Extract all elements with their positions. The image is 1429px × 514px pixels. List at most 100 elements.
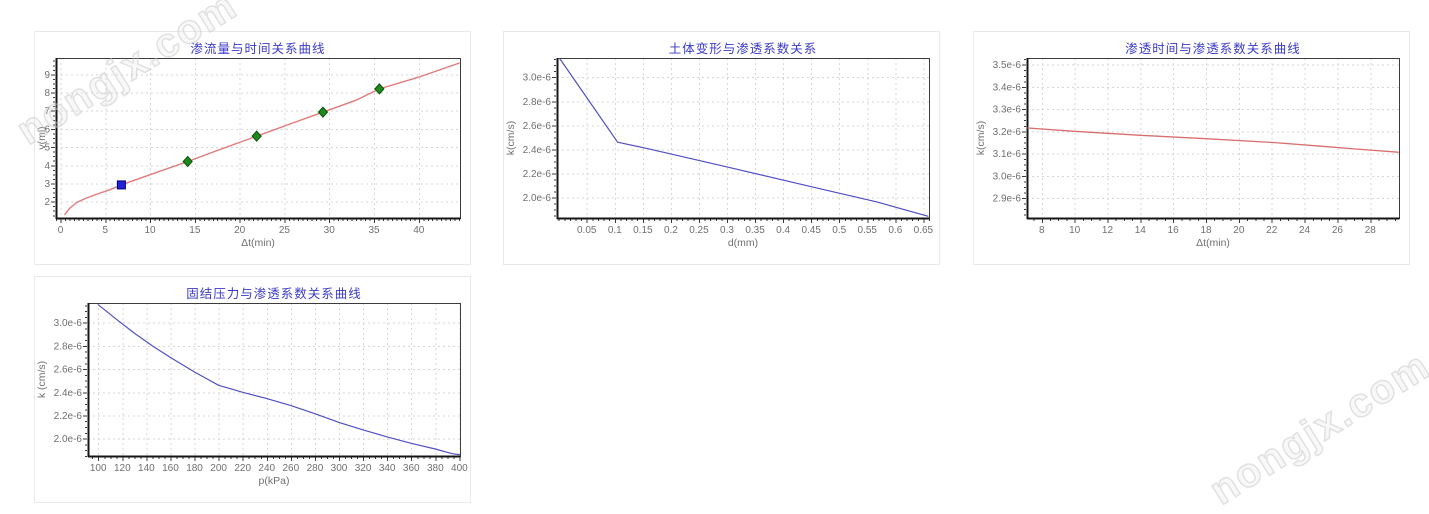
svg-text:180: 180 bbox=[186, 463, 203, 474]
svg-text:340: 340 bbox=[379, 463, 396, 474]
svg-text:10: 10 bbox=[144, 225, 156, 236]
svg-text:18: 18 bbox=[1200, 225, 1212, 236]
svg-text:2.0e-6: 2.0e-6 bbox=[54, 434, 83, 445]
svg-text:280: 280 bbox=[307, 463, 324, 474]
svg-text:2.2e-6: 2.2e-6 bbox=[54, 411, 83, 422]
svg-text:0.1: 0.1 bbox=[608, 225, 622, 236]
svg-text:3.1e-6: 3.1e-6 bbox=[993, 149, 1022, 160]
svg-text:160: 160 bbox=[162, 463, 179, 474]
svg-text:16: 16 bbox=[1168, 225, 1180, 236]
chart-panel-pressure-vs-k: 固结压力与渗透系数关系曲线 100 120 140 160 180 200 220 240 26… bbox=[34, 276, 471, 503]
svg-text:2: 2 bbox=[44, 197, 50, 208]
chart-title: 土体变形与渗透系数关系 bbox=[668, 42, 818, 56]
svg-text:0.3: 0.3 bbox=[720, 225, 734, 236]
svg-text:100: 100 bbox=[90, 463, 107, 474]
svg-text:0.5: 0.5 bbox=[832, 225, 846, 236]
svg-text:26: 26 bbox=[1332, 225, 1344, 236]
svg-text:3.2e-6: 3.2e-6 bbox=[993, 127, 1022, 138]
svg-text:4: 4 bbox=[44, 161, 50, 172]
svg-text:0.05: 0.05 bbox=[577, 225, 597, 236]
svg-text:30: 30 bbox=[324, 225, 336, 236]
svg-text:5: 5 bbox=[102, 225, 108, 236]
svg-text:3.0e-6: 3.0e-6 bbox=[54, 318, 83, 329]
svg-text:2.8e-6: 2.8e-6 bbox=[523, 97, 552, 108]
svg-text:400: 400 bbox=[451, 463, 468, 474]
svg-text:300: 300 bbox=[331, 463, 348, 474]
plot-border bbox=[557, 58, 930, 219]
chart-plot-area: 100 120 140 160 180 200 220 240 260 280 300 320 340 3… bbox=[36, 303, 468, 487]
svg-text:2.9e-6: 2.9e-6 bbox=[993, 194, 1022, 205]
svg-text:0.45: 0.45 bbox=[801, 225, 821, 236]
axis-tick-labels: 0 5 10 15 20 25 30 35 40 2 3 4 5 6 7 8 9 bbox=[44, 70, 424, 236]
svg-text:0.6: 0.6 bbox=[888, 225, 902, 236]
tick-marks bbox=[51, 60, 461, 223]
data-marker-diamond bbox=[374, 83, 385, 95]
chart-title: 渗流量与时间关系曲线 bbox=[190, 42, 326, 56]
watermark-text: nongjx.com bbox=[1201, 341, 1429, 514]
plot-border bbox=[88, 303, 461, 457]
chart-group: 8 10 12 14 16 18 20 22 24 26 28 2.9e-6 3.0e-6 3.1e-6 3… bbox=[975, 58, 1400, 249]
chart-panel-deformation-vs-k: 土体变形与渗透系数关系 0.05 0.1 0.15 0.2 0.25 0.3 0.35 0.4… bbox=[503, 31, 940, 265]
svg-text:8: 8 bbox=[1039, 225, 1045, 236]
svg-text:0.4: 0.4 bbox=[776, 225, 790, 236]
gridlines bbox=[56, 58, 460, 218]
svg-text:0.15: 0.15 bbox=[633, 225, 653, 236]
svg-text:24: 24 bbox=[1299, 225, 1311, 236]
svg-text:14: 14 bbox=[1135, 225, 1147, 236]
svg-text:35: 35 bbox=[368, 225, 380, 236]
chart-title: 固结压力与渗透系数关系曲线 bbox=[186, 287, 362, 301]
y-axis-label: k (cm/s) bbox=[36, 361, 48, 398]
svg-text:3: 3 bbox=[44, 179, 50, 190]
svg-text:5: 5 bbox=[44, 143, 50, 154]
axis-tick-labels: 8 10 12 14 16 18 20 22 24 26 28 2.9e-6 3.0e-6 3.1e-6 3… bbox=[993, 60, 1377, 236]
svg-text:0.2: 0.2 bbox=[664, 225, 678, 236]
svg-text:20: 20 bbox=[1233, 225, 1245, 236]
svg-text:7: 7 bbox=[44, 106, 50, 117]
tick-marks bbox=[83, 305, 461, 461]
svg-text:2.2e-6: 2.2e-6 bbox=[523, 169, 552, 180]
svg-text:0: 0 bbox=[58, 225, 64, 236]
svg-text:3.5e-6: 3.5e-6 bbox=[993, 60, 1022, 71]
gridlines bbox=[557, 58, 929, 218]
svg-text:240: 240 bbox=[258, 463, 275, 474]
data-marker-diamond bbox=[317, 106, 329, 118]
svg-text:3.0e-6: 3.0e-6 bbox=[523, 73, 552, 84]
svg-text:0.35: 0.35 bbox=[745, 225, 765, 236]
chart-plot-area: 8 10 12 14 16 18 20 22 24 26 28 2.9e-6 3.0e-6 3.1e-6 3… bbox=[975, 58, 1400, 249]
gridlines bbox=[88, 303, 461, 456]
chart-plot-area: 0.05 0.1 0.15 0.2 0.25 0.3 0.35 0.4 0.45 0.5 0.55 0… bbox=[505, 58, 934, 249]
axis-tick-labels: 100 120 140 160 180 200 220 240 260 280 300 320 340 3… bbox=[54, 318, 469, 474]
svg-text:2.0e-6: 2.0e-6 bbox=[523, 193, 552, 204]
svg-text:200: 200 bbox=[210, 463, 227, 474]
svg-text:260: 260 bbox=[283, 463, 300, 474]
data-marker-square bbox=[116, 180, 126, 190]
chart-group: 0.05 0.1 0.15 0.2 0.25 0.3 0.35 0.4 0.45 0.5 0.55 0… bbox=[505, 58, 934, 249]
data-marker-diamond bbox=[251, 130, 262, 142]
axis-tick-labels: 0.05 0.1 0.15 0.2 0.25 0.3 0.35 0.4 0.45 0.5 0.55 0… bbox=[523, 73, 934, 236]
svg-text:3.4e-6: 3.4e-6 bbox=[993, 82, 1022, 93]
x-axis-label: p(kPa) bbox=[259, 475, 290, 487]
svg-text:220: 220 bbox=[234, 463, 251, 474]
chart-panel-time-vs-k: 渗透时间与渗透系数关系曲线 8 10 12 14 16 18 20 22 24 26 28 2.9e-… bbox=[973, 31, 1410, 265]
svg-text:40: 40 bbox=[413, 225, 425, 236]
data-line bbox=[1027, 127, 1399, 153]
svg-text:2.6e-6: 2.6e-6 bbox=[523, 121, 552, 132]
data-line bbox=[64, 62, 460, 216]
chart-title: 渗透时间与渗透系数关系曲线 bbox=[1125, 42, 1301, 56]
svg-text:380: 380 bbox=[427, 463, 444, 474]
y-axis-label: v(ml) bbox=[36, 126, 48, 149]
y-axis-label: k(cm/s) bbox=[505, 121, 517, 155]
x-axis-label: Δt(min) bbox=[1196, 237, 1230, 249]
svg-text:9: 9 bbox=[44, 70, 50, 81]
data-marker-diamond bbox=[182, 155, 193, 168]
svg-text:2.4e-6: 2.4e-6 bbox=[54, 388, 83, 399]
data-line bbox=[559, 58, 929, 217]
svg-text:3.3e-6: 3.3e-6 bbox=[993, 105, 1022, 116]
svg-text:3.0e-6: 3.0e-6 bbox=[993, 171, 1022, 182]
svg-text:2.4e-6: 2.4e-6 bbox=[523, 145, 552, 156]
svg-text:0.65: 0.65 bbox=[914, 225, 934, 236]
chart-group: 100 120 140 160 180 200 220 240 260 280 300 320 340 3… bbox=[36, 303, 468, 487]
svg-text:10: 10 bbox=[1069, 225, 1081, 236]
chart-panel-seepage-vs-time: 渗流量与时间关系曲线 0 5 10 15 20 25 30 35 40 2 3 4 5 6 7 8 9 Δt(mi… bbox=[34, 31, 471, 265]
data-line bbox=[97, 304, 460, 456]
